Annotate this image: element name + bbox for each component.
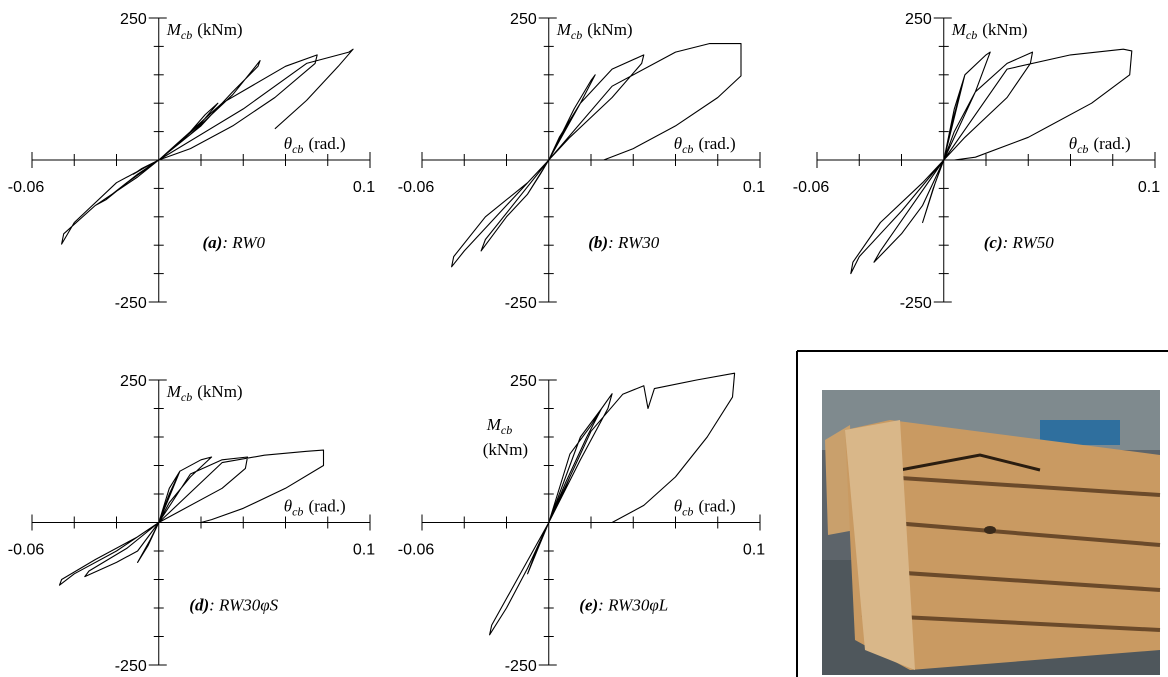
y-label-subscript: cb: [181, 390, 192, 404]
y-tick-label: -250: [115, 295, 147, 312]
x-tick-label: -0.06: [793, 179, 830, 196]
x-axis-label: θcb (rad.): [1069, 134, 1131, 156]
y-tick-label: 250: [510, 11, 537, 28]
y-tick-label: 250: [120, 11, 147, 28]
panel-name: : RW0: [222, 233, 265, 252]
photo-knot: [984, 526, 996, 534]
y-label-subscript: cb: [501, 423, 512, 437]
x-tick-label: 0.1: [743, 179, 765, 196]
y-tick-label: -250: [505, 658, 537, 675]
x-label-symbol: θ: [674, 497, 682, 516]
y-label-symbol: M: [486, 415, 502, 434]
panel-letter: (d): [189, 596, 209, 615]
x-tick-label: -0.06: [8, 542, 45, 559]
panel-name: : RW30φS: [209, 596, 279, 615]
x-label-unit: (rad.): [308, 134, 345, 153]
y-tick-label: -250: [505, 295, 537, 312]
x-tick-label: 0.1: [743, 542, 765, 559]
x-label-subscript: cb: [1077, 142, 1088, 156]
x-tick-label: 0.1: [353, 179, 375, 196]
y-axis-label: Mcb (kNm): [951, 20, 1028, 42]
panel-title: (b): RW30: [588, 233, 659, 252]
y-label-symbol: M: [166, 382, 182, 401]
x-tick-label: -0.06: [8, 179, 45, 196]
x-label-subscript: cb: [682, 142, 693, 156]
x-tick-label: 0.1: [353, 542, 375, 559]
panel-title: (d): RW30φS: [189, 596, 278, 615]
x-axis-label: θcb (rad.): [284, 497, 346, 519]
y-tick-label: 250: [510, 373, 537, 390]
panel-letter: (c): [984, 233, 1003, 252]
y-label-unit: (kNm): [197, 382, 242, 401]
y-tick-label: -250: [115, 658, 147, 675]
x-label-symbol: θ: [1069, 134, 1077, 153]
x-tick-label: -0.06: [398, 179, 435, 196]
x-label-unit: (rad.): [698, 134, 735, 153]
x-tick-label: 0.1: [1138, 179, 1160, 196]
y-label-unit: (kNm): [587, 20, 632, 39]
x-label-subscript: cb: [682, 505, 693, 519]
panel-name: : RW30φL: [598, 596, 668, 615]
panel-title: (c): RW50: [984, 233, 1055, 252]
x-label-symbol: θ: [284, 134, 292, 153]
panel-title: (e): RW30φL: [579, 596, 668, 615]
y-label-unit: (kNm): [197, 20, 242, 39]
y-tick-label: 250: [905, 11, 932, 28]
x-label-symbol: θ: [674, 134, 682, 153]
y-axis-unit: (kNm): [483, 440, 528, 459]
x-label-subscript: cb: [292, 505, 303, 519]
panel-letter: (e): [579, 596, 598, 615]
y-label-unit: (kNm): [982, 20, 1027, 39]
x-tick-label: -0.06: [398, 542, 435, 559]
panel-name: : RW50: [1003, 233, 1055, 252]
figure: -0.060.1-250250Mcb(kNm)θcb(rad.)(a): RW0…: [0, 0, 1168, 677]
panel-title: (a): RW0: [203, 233, 266, 252]
y-label-subscript: cb: [181, 28, 192, 42]
page: {"chart_data": [ {"type": "line", "panel…: [0, 0, 1168, 677]
y-label-symbol: M: [166, 20, 182, 39]
y-axis-label: Mcb: [486, 415, 513, 437]
y-axis-label: Mcb (kNm): [166, 382, 243, 404]
panel-name: : RW30: [608, 233, 660, 252]
x-label-unit: (rad.): [698, 497, 735, 516]
x-label-unit: (rad.): [1093, 134, 1130, 153]
x-label-symbol: θ: [284, 497, 292, 516]
x-label-unit: (rad.): [308, 497, 345, 516]
hysteresis-curve: [60, 450, 324, 585]
x-axis-label: θcb (rad.): [284, 134, 346, 156]
y-label-subscript: cb: [571, 28, 582, 42]
y-label-symbol: M: [556, 20, 572, 39]
y-tick-label: -250: [900, 295, 932, 312]
y-axis-label: Mcb (kNm): [166, 20, 243, 42]
y-axis-label: Mcb (kNm): [556, 20, 633, 42]
y-label-subscript: cb: [966, 28, 977, 42]
panel-letter: (b): [588, 233, 608, 252]
y-tick-label: 250: [120, 373, 147, 390]
x-axis-label: θcb (rad.): [674, 134, 736, 156]
y-label-symbol: M: [951, 20, 967, 39]
panel-letter: (a): [203, 233, 223, 252]
x-axis-label: θcb (rad.): [674, 497, 736, 519]
photo-panel: [797, 351, 1168, 677]
x-label-subscript: cb: [292, 142, 303, 156]
